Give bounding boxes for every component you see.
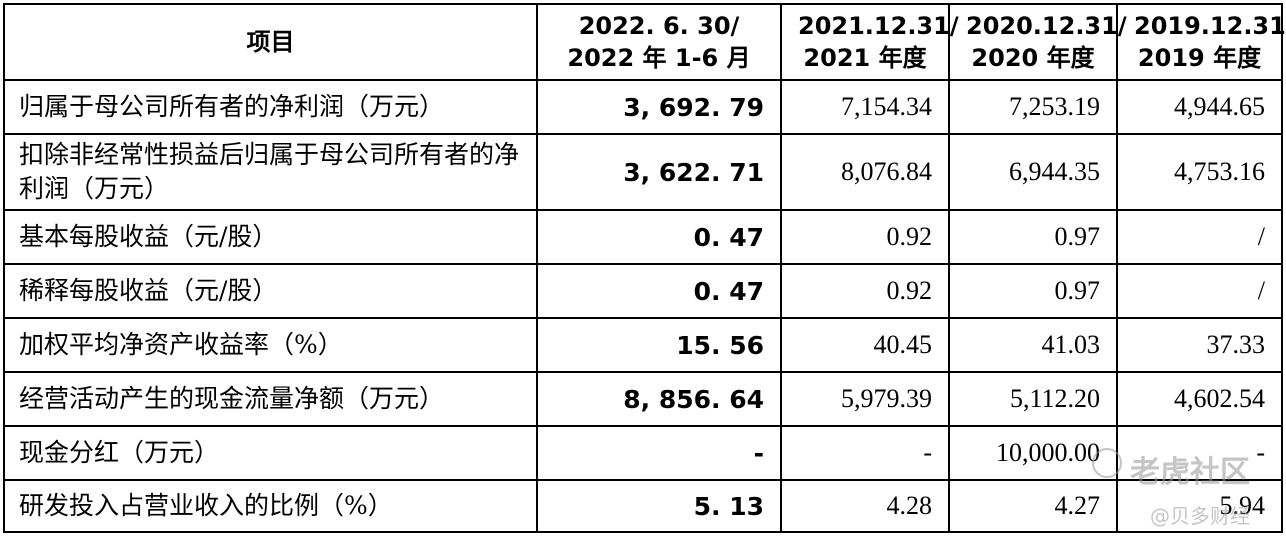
cell-value: 5. 13 xyxy=(536,479,782,533)
row-label: 基本每股收益（元/股） xyxy=(3,209,538,265)
cell-value: 8,076.84 xyxy=(780,133,950,211)
cell-value: 0.92 xyxy=(780,263,950,319)
table-row: 基本每股收益（元/股） 0. 47 0.92 0.97 / xyxy=(3,209,1283,265)
table-row: 现金分红（万元） - - 10,000.00 - xyxy=(3,425,1283,481)
cell-value: 41.03 xyxy=(948,317,1118,373)
row-label: 归属于母公司所有者的净利润（万元） xyxy=(3,79,538,135)
row-label: 经营活动产生的现金流量净额（万元） xyxy=(3,371,538,427)
cell-value: 0.97 xyxy=(948,263,1118,319)
cell-value: 3, 622. 71 xyxy=(536,133,782,211)
table-row: 经营活动产生的现金流量净额（万元） 8, 856. 64 5,979.39 5,… xyxy=(3,371,1283,427)
cell-value: 5,112.20 xyxy=(948,371,1118,427)
cell-value: 4.27 xyxy=(948,479,1118,533)
financial-indicators-table: 项目 2022. 6. 30/2022 年 1-6 月 2021.12.31/2… xyxy=(3,3,1286,533)
row-label: 研发投入占营业收入的比例（%） xyxy=(3,479,538,533)
cell-value: 6,944.35 xyxy=(948,133,1118,211)
row-label: 稀释每股收益（元/股） xyxy=(3,263,538,319)
cell-value: 7,154.34 xyxy=(780,79,950,135)
paw-logo-icon xyxy=(1092,448,1122,478)
cell-value: 37.33 xyxy=(1116,317,1283,373)
header-2021: 2021.12.31/2021 年度 xyxy=(780,3,959,81)
table-row: 扣除非经常性损益后归属于母公司所有者的净利润（万元） 3, 622. 71 8,… xyxy=(3,133,1283,211)
cell-value: 10,000.00 xyxy=(948,425,1118,481)
cell-value: 5,979.39 xyxy=(780,371,950,427)
cell-value: / xyxy=(1116,263,1283,319)
cell-value: 3, 692. 79 xyxy=(536,79,782,135)
table-row: 加权平均净资产收益率（%） 15. 56 40.45 41.03 37.33 xyxy=(3,317,1283,373)
cell-value: 0.92 xyxy=(780,209,950,265)
cell-value: 40.45 xyxy=(780,317,950,373)
header-2020: 2020.12.31/2020 年度 xyxy=(948,3,1127,81)
table-row: 研发投入占营业收入的比例（%） 5. 13 4.28 4.27 5.94 xyxy=(3,479,1283,533)
header-item: 项目 xyxy=(3,3,538,81)
cell-value: 7,253.19 xyxy=(948,79,1118,135)
cell-value: - xyxy=(1116,425,1283,481)
cell-value: 0.97 xyxy=(948,209,1118,265)
header-2019: 2019.12.31/2019 年度 xyxy=(1116,3,1286,81)
cell-value: 4,944.65 xyxy=(1116,79,1283,135)
cell-value: 4,602.54 xyxy=(1116,371,1283,427)
table-row: 归属于母公司所有者的净利润（万元） 3, 692. 79 7,154.34 7,… xyxy=(3,79,1283,135)
cell-value: 4.28 xyxy=(780,479,950,533)
row-label: 加权平均净资产收益率（%） xyxy=(3,317,538,373)
financial-table-container: 项目 2022. 6. 30/2022 年 1-6 月 2021.12.31/2… xyxy=(3,3,1286,533)
cell-value: 0. 47 xyxy=(536,263,782,319)
row-label: 扣除非经常性损益后归属于母公司所有者的净利润（万元） xyxy=(3,133,538,211)
cell-value: 15. 56 xyxy=(536,317,782,373)
cell-value: 0. 47 xyxy=(536,209,782,265)
header-row: 项目 2022. 6. 30/2022 年 1-6 月 2021.12.31/2… xyxy=(3,3,1286,81)
cell-value: / xyxy=(1116,209,1283,265)
cell-value: 4,753.16 xyxy=(1116,133,1283,211)
header-2022h1: 2022. 6. 30/2022 年 1-6 月 xyxy=(536,3,782,81)
cell-value: 5.94 xyxy=(1116,479,1283,533)
row-label: 现金分红（万元） xyxy=(3,425,538,481)
cell-value: - xyxy=(780,425,950,481)
cell-value: - xyxy=(536,425,782,481)
table-row: 稀释每股收益（元/股） 0. 47 0.92 0.97 / xyxy=(3,263,1283,319)
cell-value: 8, 856. 64 xyxy=(536,371,782,427)
